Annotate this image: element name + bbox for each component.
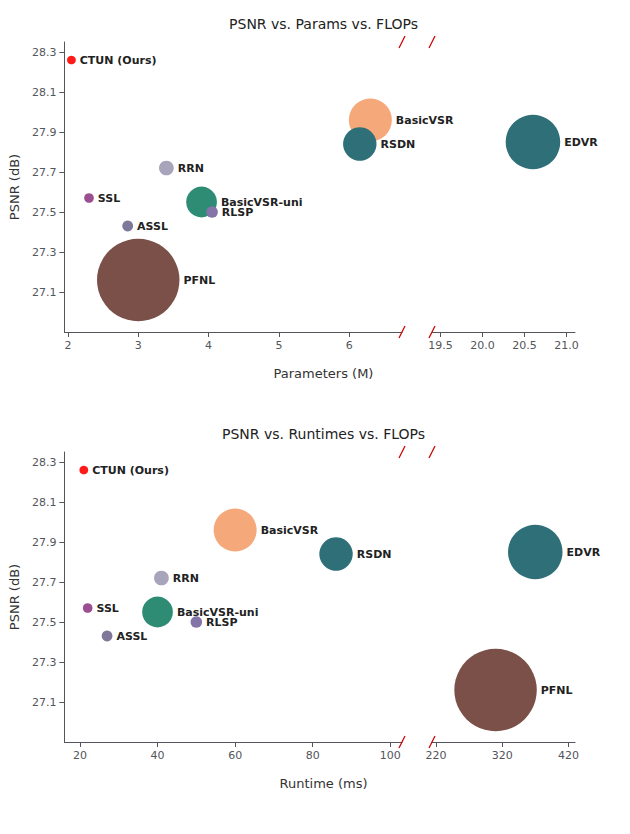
svg-text:27.3: 27.3 — [32, 656, 57, 669]
svg-text:Runtime (ms): Runtime (ms) — [279, 776, 367, 791]
svg-text:RSDN: RSDN — [381, 138, 416, 151]
svg-text:BasicVSR: BasicVSR — [396, 114, 454, 127]
svg-text:SSL: SSL — [97, 602, 119, 615]
svg-text:27.9: 27.9 — [32, 536, 57, 549]
svg-text:28.1: 28.1 — [32, 86, 57, 99]
svg-text:2: 2 — [64, 339, 71, 352]
svg-text:PSNR (dB): PSNR (dB) — [7, 564, 22, 630]
svg-text:27.1: 27.1 — [32, 696, 57, 709]
svg-text:RRN: RRN — [178, 162, 204, 175]
svg-text:CTUN (Ours): CTUN (Ours) — [80, 54, 157, 67]
svg-text:27.9: 27.9 — [32, 126, 57, 139]
svg-text:320: 320 — [492, 749, 513, 762]
svg-text:BasicVSR-uni: BasicVSR-uni — [176, 605, 259, 619]
svg-text:RSDN: RSDN — [357, 548, 392, 561]
svg-text:CTUN (Ours): CTUN (Ours) — [92, 464, 169, 477]
svg-text:19.5: 19.5 — [428, 339, 453, 352]
svg-text:PSNR vs. Params vs. FLOPs: PSNR vs. Params vs. FLOPs — [229, 16, 418, 32]
svg-text:27.5: 27.5 — [32, 616, 57, 629]
svg-text:27.7: 27.7 — [32, 576, 57, 589]
svg-text:20: 20 — [73, 749, 87, 762]
svg-text:SSL: SSL — [98, 192, 120, 205]
svg-text:RRN: RRN — [173, 572, 199, 585]
svg-text:5: 5 — [275, 339, 282, 352]
svg-text:420: 420 — [558, 749, 579, 762]
svg-text:28.3: 28.3 — [32, 456, 57, 469]
svg-text:3: 3 — [135, 339, 142, 352]
svg-text:BasicVSR-uni: BasicVSR-uni — [220, 195, 303, 209]
svg-text:100: 100 — [380, 749, 401, 762]
svg-text:PFNL: PFNL — [541, 684, 573, 697]
svg-text:40: 40 — [151, 749, 165, 762]
svg-text:6: 6 — [346, 339, 353, 352]
svg-text:27.5: 27.5 — [32, 206, 57, 219]
svg-text:ASSL: ASSL — [137, 220, 168, 233]
svg-text:27.3: 27.3 — [32, 246, 57, 259]
svg-text:Parameters (M): Parameters (M) — [274, 366, 374, 381]
svg-text:ASSL: ASSL — [116, 630, 147, 643]
svg-text:RLSP: RLSP — [206, 616, 237, 629]
svg-text:27.7: 27.7 — [32, 166, 57, 179]
svg-text:220: 220 — [425, 749, 446, 762]
svg-text:60: 60 — [228, 749, 242, 762]
svg-text:PFNL: PFNL — [183, 274, 215, 287]
svg-text:PSNR vs. Runtimes vs. FLOPs: PSNR vs. Runtimes vs. FLOPs — [222, 426, 425, 442]
svg-text:28.3: 28.3 — [32, 46, 57, 59]
svg-text:EDVR: EDVR — [567, 546, 601, 559]
svg-text:27.1: 27.1 — [32, 286, 57, 299]
svg-text:PSNR (dB): PSNR (dB) — [7, 154, 22, 220]
svg-text:RLSP: RLSP — [222, 206, 253, 219]
svg-text:BasicVSR: BasicVSR — [261, 524, 319, 537]
svg-text:4: 4 — [205, 339, 212, 352]
svg-text:28.1: 28.1 — [32, 496, 57, 509]
svg-text:20.0: 20.0 — [470, 339, 495, 352]
svg-text:20.5: 20.5 — [512, 339, 537, 352]
svg-text:21.0: 21.0 — [554, 339, 579, 352]
svg-text:EDVR: EDVR — [564, 136, 598, 149]
svg-text:80: 80 — [306, 749, 320, 762]
